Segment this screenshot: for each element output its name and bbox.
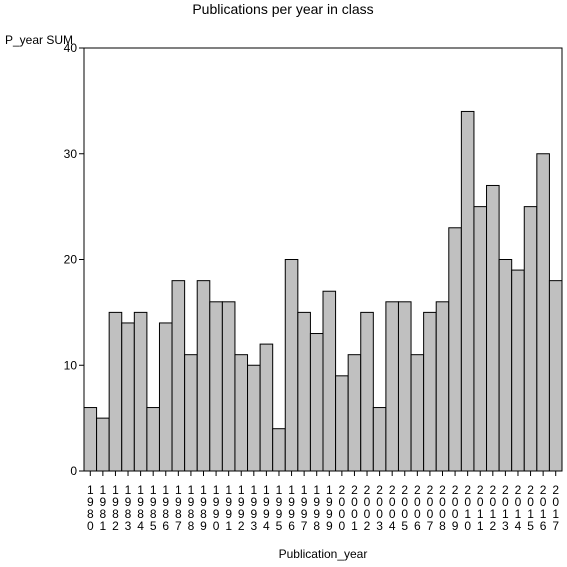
bar-2017 [548,280,563,472]
bar-1988 [184,354,198,472]
bar-1999 [322,290,337,472]
bar-2008 [435,301,450,472]
y-axis-label: P_year SUM [5,33,73,47]
bar-2010 [460,110,475,472]
bar-1985 [146,407,160,472]
bar-2011 [473,206,488,472]
bar-2015 [523,206,538,472]
bar-2012 [486,184,500,472]
bar-2005 [397,301,412,472]
bar-1998 [309,333,324,472]
bar-1995 [272,428,286,472]
bar-1981 [96,417,110,472]
bar-2002 [360,311,374,472]
bar-1984 [133,311,148,472]
bar-1993 [247,364,261,472]
y-tick-label: 20 [64,253,78,267]
bar-1990 [209,301,223,472]
x-axis-ticks: 1 9 8 0 1 9 8 1 1 9 8 2 1 9 8 3 1 9 8 4 1 9 8 5 1 9 8 6 1 9 8 7 1 9 8 8 1 9 8 9… [87,471,559,533]
bar-2001 [347,354,362,472]
bar-2004 [385,301,399,472]
bar-1992 [234,354,249,472]
bar-1986 [158,322,173,472]
bar-1980 [83,407,98,472]
bar-2000 [335,375,349,472]
bar-2014 [511,269,525,472]
bar-1996 [284,259,299,472]
bar-1982 [108,311,123,472]
chart-title: Publications per year in class [192,1,373,17]
bar-1991 [221,301,236,472]
bar-1987 [171,280,186,472]
bars-group [83,110,563,472]
y-tick-label: 40 [64,41,78,55]
bar-2013 [498,259,513,472]
bar-1989 [196,280,211,472]
y-tick-label: 10 [64,358,78,372]
bar-1994 [259,343,274,472]
x-axis-label: Publication_year [279,547,368,561]
y-tick-label: 0 [70,464,77,478]
y-tick-label: 30 [64,147,78,161]
bar-1997 [297,311,311,472]
bar-2009 [448,227,462,472]
bar-2016 [536,153,550,472]
bar-1983 [121,322,135,472]
bar-2006 [410,354,425,472]
bar-2003 [372,407,387,472]
bar-2007 [423,311,437,472]
plot-frame [83,47,563,472]
y-axis-ticks: 0 10 20 30 40 [64,41,84,478]
